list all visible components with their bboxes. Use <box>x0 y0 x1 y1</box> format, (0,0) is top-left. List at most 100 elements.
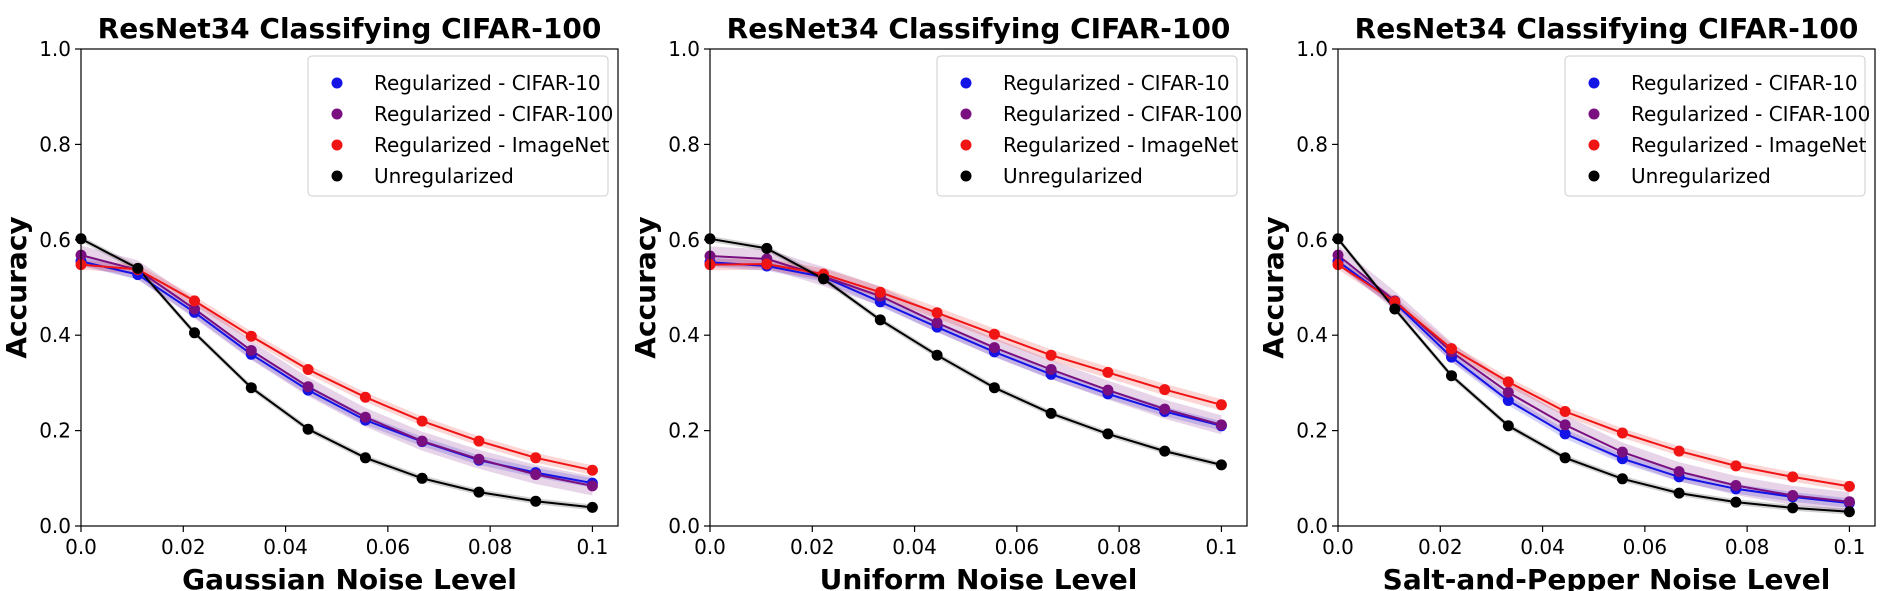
data-point <box>302 423 314 435</box>
series-line-3 <box>1337 263 1850 488</box>
x-tick-label: 0.08 <box>468 535 513 559</box>
legend: Regularized - CIFAR-10 Regularized - CIFA… <box>307 55 613 197</box>
data-point <box>1843 480 1855 492</box>
data-point <box>530 469 542 480</box>
data-point <box>245 345 257 356</box>
series-line-3 <box>80 263 593 472</box>
data-point <box>1102 366 1114 378</box>
series-band-2 <box>81 245 593 496</box>
data-point <box>1616 446 1628 458</box>
data-point <box>1215 419 1227 431</box>
data-point <box>761 242 773 254</box>
series-line-4 <box>1337 238 1850 513</box>
series-band-3 <box>710 258 1222 411</box>
y-axis-label: Accuracy <box>0 216 33 358</box>
data-point <box>245 330 257 342</box>
legend-label: Unregularized <box>1631 164 1771 188</box>
y-tick-label: 0.0 <box>668 514 700 538</box>
x-tick-label: 0.0 <box>65 535 97 559</box>
y-tick-label: 0.8 <box>1296 132 1328 156</box>
data-point <box>1502 386 1514 398</box>
data-point <box>874 314 886 326</box>
data-point <box>359 452 371 464</box>
x-tick-label: 0.04 <box>892 535 937 559</box>
data-point <box>1045 407 1057 419</box>
legend-marker <box>1588 170 1600 182</box>
y-tick-label: 0.0 <box>1296 514 1328 538</box>
data-point <box>1730 460 1742 472</box>
y-tick-label: 0.8 <box>668 132 700 156</box>
data-point <box>874 286 886 298</box>
y-tick-label: 1.0 <box>668 37 700 61</box>
data-point <box>931 317 943 329</box>
series-line-4 <box>80 237 593 509</box>
legend-label: Regularized - CIFAR-100 <box>1003 102 1242 126</box>
data-point <box>1559 428 1571 440</box>
axes-frame <box>709 48 1248 527</box>
legend-marker <box>960 108 972 120</box>
legend-marker <box>1588 77 1600 89</box>
series-line-1 <box>1337 260 1850 505</box>
data-point <box>359 411 371 423</box>
data-point <box>1730 480 1742 491</box>
data-point <box>1787 502 1799 514</box>
data-point <box>416 472 428 484</box>
data-point <box>1673 466 1685 478</box>
data-point <box>586 480 598 492</box>
legend: Regularized - CIFAR-10 Regularized - CIFA… <box>1564 55 1870 197</box>
x-tick-label: 0.02 <box>790 535 835 559</box>
legend-marker <box>960 170 972 182</box>
x-tick-label: 0.04 <box>263 535 308 559</box>
data-point <box>586 464 598 476</box>
data-point <box>1673 487 1685 499</box>
series-band-4 <box>81 236 593 511</box>
data-point <box>530 495 542 507</box>
data-point <box>586 501 598 513</box>
x-tick-label: 0.06 <box>366 535 411 559</box>
series-band-3 <box>81 259 593 475</box>
data-point <box>1102 428 1114 440</box>
x-tick-label: 0.1 <box>1834 535 1866 559</box>
data-point <box>245 382 257 394</box>
data-point <box>1559 406 1571 417</box>
chart-panel-3: 0.0 0.2 0.4 0.6 0.8 1.0 0.0 0.02 0.04 0.06 0.08 0.1… <box>1257 12 1876 591</box>
data-point <box>1102 384 1114 396</box>
data-point <box>416 435 428 447</box>
data-point <box>1502 420 1514 432</box>
y-tick-label: 0.2 <box>1296 419 1328 443</box>
y-tick-label: 0.8 <box>39 132 71 156</box>
x-tick-label: 0.0 <box>694 535 726 559</box>
x-axis-label: Gaussian Noise Level <box>182 563 517 591</box>
chart-title: ResNet34 Classifying CIFAR-100 <box>98 12 602 45</box>
data-point <box>1045 349 1057 361</box>
x-tick-label: 0.1 <box>1206 535 1238 559</box>
y-tick-label: 0.4 <box>668 323 700 347</box>
data-point <box>1787 471 1799 483</box>
data-point <box>1502 376 1514 388</box>
legend-box <box>1564 55 1866 197</box>
legend-marker <box>960 77 972 89</box>
legend-marker <box>960 139 972 151</box>
data-point <box>1843 496 1855 508</box>
x-tick-label: 0.06 <box>995 535 1040 559</box>
data-point <box>473 435 485 447</box>
data-point <box>931 307 943 319</box>
data-point <box>761 258 773 270</box>
legend-marker <box>331 170 343 182</box>
y-tick-label: 0.2 <box>668 419 700 443</box>
data-point <box>1502 395 1514 406</box>
legend-label: Regularized - CIFAR-100 <box>374 102 613 126</box>
data-point <box>416 415 428 427</box>
y-axis-label: Accuracy <box>1257 216 1290 358</box>
chart-title: ResNet34 Classifying CIFAR-100 <box>727 12 1231 45</box>
legend-label: Regularized - ImageNet <box>374 133 610 157</box>
x-tick-label: 0.08 <box>1097 535 1142 559</box>
chart-panel-1: 0.0 0.2 0.4 0.6 0.8 1.0 0.0 0.02 0.04 0.06 0.08 0.1… <box>0 12 619 591</box>
x-axis-label: Salt-and-Pepper Noise Level <box>1383 563 1831 591</box>
data-point <box>189 303 200 315</box>
legend-box <box>307 55 609 197</box>
legend-label: Unregularized <box>374 164 514 188</box>
y-tick-label: 0.6 <box>39 228 71 252</box>
legend-box <box>936 55 1238 197</box>
data-point <box>1159 403 1171 415</box>
